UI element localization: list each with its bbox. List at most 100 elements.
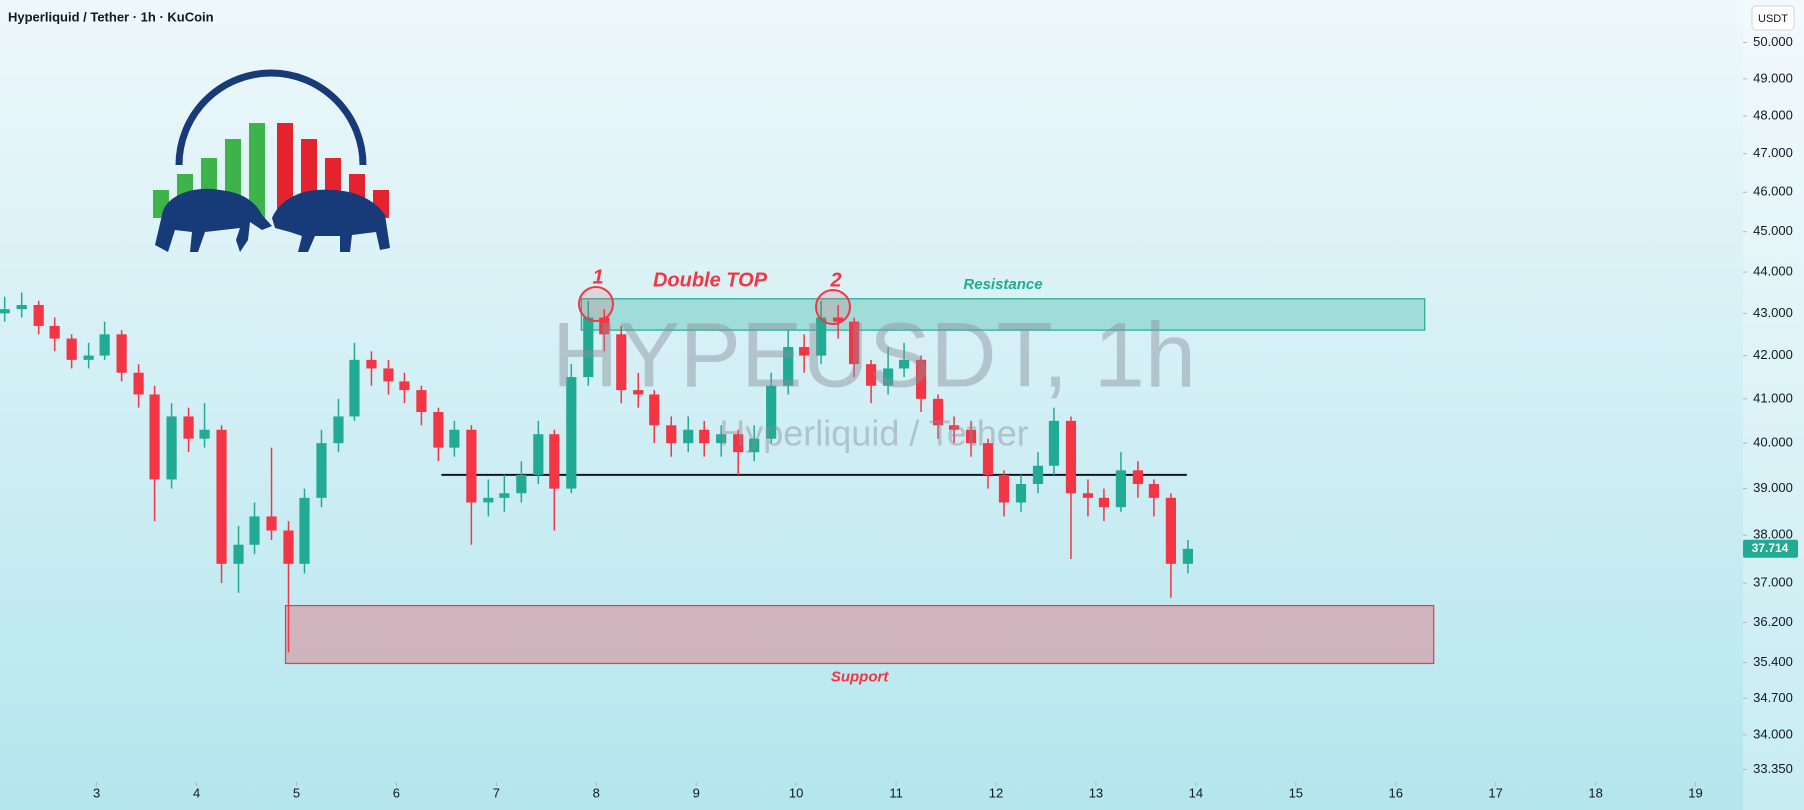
candle-body [866, 364, 877, 386]
x-tick-label: 10 [789, 785, 803, 800]
y-tick-label: 49.000 [1753, 70, 1793, 85]
candle-body [199, 429, 210, 439]
candle-body [599, 317, 610, 335]
y-tick-label: 36.200 [1753, 614, 1793, 629]
zone-label: Support [831, 668, 889, 685]
price-scale [1743, 0, 1804, 810]
candle-body [849, 321, 860, 365]
y-tick-label: 35.400 [1753, 654, 1793, 669]
y-tick-label: 43.000 [1753, 305, 1793, 320]
y-tick-label: 46.000 [1753, 184, 1793, 199]
chart-title: Hyperliquid / Tether · 1h · KuCoin [8, 9, 214, 24]
zone-label: Resistance [963, 276, 1042, 293]
candle-body [249, 516, 260, 545]
candle-body [982, 443, 994, 475]
y-tick-label: 38.000 [1753, 527, 1793, 542]
candle-body [0, 309, 10, 314]
candle-body [1032, 465, 1044, 485]
y-tick-label: 37.000 [1753, 575, 1793, 590]
candle-body [799, 347, 810, 356]
candle-body [266, 516, 277, 531]
watermark: HYPEUSDT, 1h [552, 304, 1196, 406]
candle-body [333, 416, 344, 444]
last-price-label: 37.714 [1752, 541, 1789, 555]
x-tick-label: 18 [1588, 785, 1602, 800]
watermark-subtitle: Hyperliquid / Tether [719, 413, 1029, 454]
zone [580, 298, 1426, 331]
zone [284, 604, 1435, 665]
candle-body [915, 359, 927, 399]
candle-body [233, 544, 244, 564]
y-tick-label: 42.000 [1753, 347, 1793, 362]
candle-body [783, 347, 794, 386]
candle-body [549, 434, 560, 489]
candle-body [932, 398, 944, 426]
candle-body [1132, 470, 1144, 485]
candle-body [316, 443, 327, 498]
candle-body [483, 497, 494, 503]
x-tick-label: 13 [1089, 785, 1103, 800]
candle-body [349, 359, 360, 417]
x-tick-label: 12 [989, 785, 1003, 800]
candle-body [183, 416, 194, 439]
candle-body [1048, 420, 1060, 466]
candle-body [66, 338, 77, 360]
x-tick-label: 7 [493, 785, 500, 800]
candle-body [948, 425, 960, 430]
y-tick-label: 44.000 [1753, 264, 1793, 279]
candle-body [882, 368, 894, 386]
x-tick-label: 16 [1389, 785, 1403, 800]
annotation: 2 [829, 269, 841, 291]
x-tick-label: 11 [889, 785, 903, 800]
candle-body [616, 334, 627, 391]
candle-body [83, 355, 94, 360]
candle-body [533, 434, 544, 475]
x-tick-label: 9 [693, 785, 700, 800]
x-tick-label: 3 [93, 785, 100, 800]
candle-body [1065, 420, 1077, 494]
annotation: Double TOP [653, 269, 768, 291]
y-tick-label: 40.000 [1753, 435, 1793, 450]
candle-body [149, 394, 160, 480]
peak-circle [578, 286, 614, 322]
candle-body [16, 305, 27, 310]
candle-body [1182, 548, 1193, 564]
candle-body [1148, 484, 1160, 498]
x-tick-label: 4 [193, 785, 200, 800]
candle-body [1098, 497, 1110, 508]
candle-body [633, 390, 644, 395]
annotation: 1 [592, 266, 603, 288]
logo [153, 69, 390, 252]
candle-body [733, 434, 744, 453]
currency: USDT [1758, 13, 1788, 25]
candle-body [499, 493, 510, 498]
candle-body [699, 429, 710, 444]
y-tick-label: 41.000 [1753, 390, 1793, 405]
x-tick-label: 19 [1688, 785, 1702, 800]
candle-body [716, 434, 727, 444]
candle-body [1165, 497, 1176, 564]
candle-body [366, 359, 377, 369]
candle-body [898, 359, 910, 369]
candle-body [399, 381, 410, 391]
candle-body [166, 416, 177, 480]
y-tick-label: 33.350 [1753, 761, 1793, 776]
x-tick-label: 6 [393, 785, 400, 800]
candle-body [99, 334, 110, 356]
x-tick-label: 5 [293, 785, 300, 800]
currency-box [1751, 5, 1795, 31]
y-tick-label: 48.000 [1753, 107, 1793, 122]
candle-body [1115, 470, 1127, 508]
x-tick-label: 17 [1488, 785, 1502, 800]
x-tick-label: 8 [593, 785, 600, 800]
candle-body [965, 429, 977, 444]
y-tick-label: 47.000 [1753, 145, 1793, 160]
candle-body [466, 429, 477, 503]
candle-body [49, 325, 60, 339]
candle-body [683, 429, 694, 444]
peak-circle [815, 289, 851, 325]
x-tick-label: 15 [1289, 785, 1303, 800]
y-tick-label: 34.000 [1753, 726, 1793, 741]
